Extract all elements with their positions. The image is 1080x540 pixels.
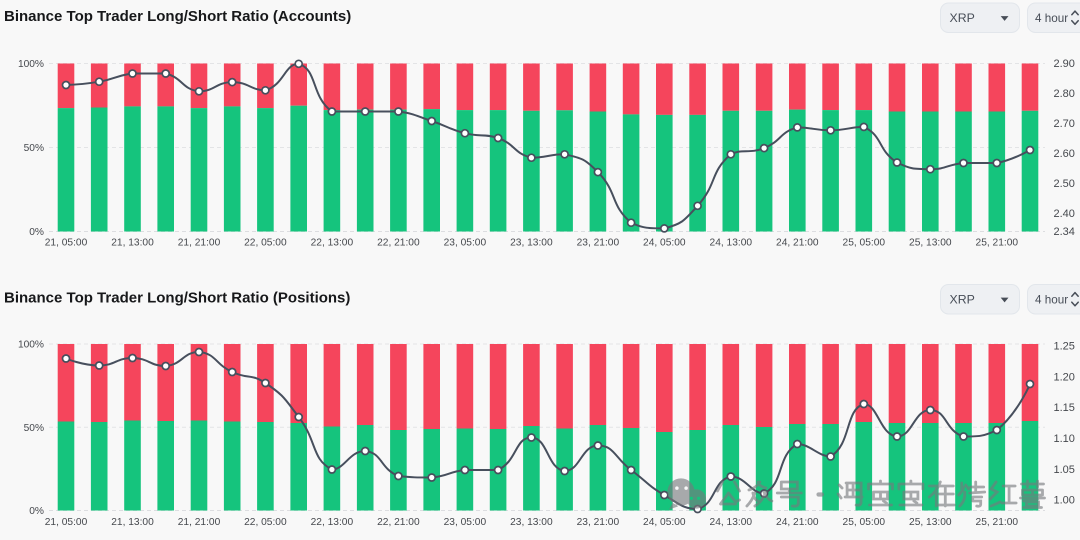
svg-text:22, 13:00: 22, 13:00 (311, 238, 354, 249)
svg-text:100%: 100% (18, 340, 44, 351)
svg-text:21, 21:00: 21, 21:00 (178, 238, 221, 249)
svg-text:Binance Top Trader Long/Short: Binance Top Trader Long/Short Ratio (Pos… (4, 290, 350, 307)
svg-text:25, 05:00: 25, 05:00 (843, 517, 886, 528)
svg-text:21, 13:00: 21, 13:00 (111, 238, 154, 249)
svg-text:23, 13:00: 23, 13:00 (510, 517, 553, 528)
svg-text:24, 13:00: 24, 13:00 (710, 238, 753, 249)
svg-text:24, 21:00: 24, 21:00 (776, 238, 819, 249)
svg-text:25, 13:00: 25, 13:00 (909, 238, 952, 249)
svg-text:22, 21:00: 22, 21:00 (377, 517, 420, 528)
svg-text:23, 05:00: 23, 05:00 (444, 517, 487, 528)
svg-text:23, 13:00: 23, 13:00 (510, 238, 553, 249)
svg-text:24, 05:00: 24, 05:00 (643, 238, 686, 249)
svg-text:2.80: 2.80 (1054, 88, 1075, 100)
svg-text:Binance Top Trader Long/Short: Binance Top Trader Long/Short Ratio (Acc… (4, 8, 351, 25)
svg-text:2.90: 2.90 (1054, 58, 1075, 70)
svg-text:25, 05:00: 25, 05:00 (843, 238, 886, 249)
svg-text:24, 13:00: 24, 13:00 (710, 517, 753, 528)
svg-text:21, 13:00: 21, 13:00 (111, 517, 154, 528)
svg-text:2.34: 2.34 (1054, 226, 1075, 238)
svg-text:1.10: 1.10 (1054, 433, 1075, 445)
svg-text:22, 05:00: 22, 05:00 (244, 238, 287, 249)
svg-text:1.05: 1.05 (1054, 464, 1075, 476)
svg-text:4 hour: 4 hour (1035, 294, 1068, 307)
svg-text:21, 21:00: 21, 21:00 (178, 517, 221, 528)
svg-text:50%: 50% (24, 143, 44, 154)
svg-text:XRP: XRP (950, 293, 975, 307)
svg-text:2.40: 2.40 (1054, 208, 1075, 220)
svg-text:25, 13:00: 25, 13:00 (909, 517, 952, 528)
svg-text:23, 05:00: 23, 05:00 (444, 238, 487, 249)
svg-text:100%: 100% (18, 59, 44, 70)
svg-text:2.50: 2.50 (1054, 178, 1075, 190)
svg-text:1.15: 1.15 (1054, 402, 1075, 414)
svg-text:1.00: 1.00 (1054, 495, 1075, 507)
svg-text:25, 21:00: 25, 21:00 (976, 517, 1019, 528)
svg-text:23, 21:00: 23, 21:00 (577, 238, 620, 249)
svg-text:XRP: XRP (950, 11, 975, 25)
svg-text:50%: 50% (24, 423, 44, 434)
svg-text:4 hour: 4 hour (1035, 12, 1068, 25)
svg-text:1.25: 1.25 (1054, 341, 1075, 353)
svg-text:2.70: 2.70 (1054, 118, 1075, 130)
svg-text:1.20: 1.20 (1054, 371, 1075, 383)
svg-text:22, 13:00: 22, 13:00 (311, 517, 354, 528)
svg-text:22, 05:00: 22, 05:00 (244, 517, 287, 528)
svg-text:0%: 0% (29, 506, 44, 517)
svg-text:0%: 0% (29, 227, 44, 238)
svg-text:2.60: 2.60 (1054, 148, 1075, 160)
svg-text:21, 05:00: 21, 05:00 (45, 517, 88, 528)
svg-text:21, 05:00: 21, 05:00 (45, 238, 88, 249)
svg-text:23, 21:00: 23, 21:00 (577, 517, 620, 528)
svg-text:24, 21:00: 24, 21:00 (776, 517, 819, 528)
svg-text:25, 21:00: 25, 21:00 (976, 238, 1019, 249)
svg-text:24, 05:00: 24, 05:00 (643, 517, 686, 528)
svg-text:22, 21:00: 22, 21:00 (377, 238, 420, 249)
